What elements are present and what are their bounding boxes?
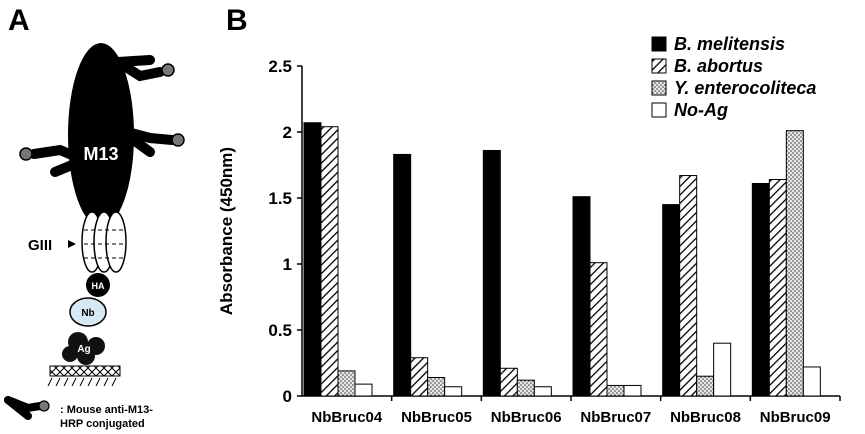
ha-label: HA: [92, 281, 105, 291]
bar-0-1: [320, 126, 339, 397]
bar-3-0: [572, 196, 591, 397]
nanobody: [69, 297, 107, 327]
ha-tag: [86, 273, 110, 297]
giii-pointer-icon: [68, 240, 76, 248]
x-tick-label: NbBruc09: [760, 409, 831, 426]
giii-label: GIII: [28, 237, 52, 254]
bar-0-0: [303, 122, 322, 397]
bar-1-3: [444, 386, 463, 397]
bar-4-1: [679, 175, 698, 397]
legend-swatch: [651, 36, 667, 52]
antibody-icon: [4, 396, 50, 420]
giii-protein: [81, 211, 127, 273]
panel-letter-b: B: [226, 4, 248, 37]
ag-label: Ag: [77, 344, 90, 355]
bar-5-1: [768, 179, 787, 397]
bar-4-0: [662, 204, 681, 397]
bar-2-2: [516, 379, 535, 397]
chart-axes: 0 0.5 1 1.5 2 2.5 Absorbance (450nm) NbBruc04 Nb…: [217, 57, 841, 426]
bar-0-3: [354, 383, 373, 397]
legend-label: No-Ag: [674, 100, 728, 120]
m13-label: M13: [83, 144, 118, 164]
panel-letter-a: A: [8, 4, 30, 37]
legend-text-line2: HRP conjugated: [60, 418, 145, 430]
y-tick-label: 0: [283, 387, 292, 406]
y-tick-label: 1: [283, 255, 292, 274]
bar-4-2: [696, 375, 715, 397]
y-tick-label: 2: [283, 123, 292, 142]
bar-2-1: [499, 367, 518, 397]
bar-1-1: [410, 357, 429, 397]
phage-display-diagram: M13 GIII HA Nb Ag : Mouse anti-M13- HRP …: [4, 43, 185, 430]
legend-label: Y. enterocoliteca: [674, 78, 816, 98]
antibody-icon: [113, 55, 175, 82]
m13-phage-body: [68, 43, 134, 227]
legend-text-line1: : Mouse anti-M13-: [60, 404, 153, 416]
chart-bars: [303, 122, 821, 397]
bar-1-2: [427, 377, 446, 397]
y-tick-label: 2.5: [268, 57, 292, 76]
bar-3-2: [606, 384, 625, 397]
bar-0-2: [337, 370, 356, 397]
y-axis-label: Absorbance (450nm): [217, 147, 236, 315]
bar-5-0: [751, 182, 770, 397]
legend-swatch: [651, 58, 667, 74]
bar-2-0: [482, 149, 501, 397]
legend-swatch: [651, 102, 667, 118]
bar-4-3: [713, 342, 732, 397]
bar-5-2: [785, 130, 804, 397]
x-tick-label: NbBruc04: [311, 409, 383, 426]
bar-3-3: [623, 384, 642, 397]
nb-label: Nb: [81, 308, 94, 319]
y-tick-label: 0.5: [268, 321, 292, 340]
bar-5-3: [802, 366, 821, 397]
x-tick-label: NbBruc08: [670, 409, 741, 426]
bar-3-1: [589, 262, 608, 397]
plate-surface: [47, 365, 121, 387]
bar-1-0: [393, 153, 412, 397]
legend-label: B. abortus: [674, 56, 763, 76]
x-tick-label: NbBruc05: [401, 409, 472, 426]
x-tick-label: NbBruc07: [580, 409, 651, 426]
legend-label: B. melitensis: [674, 34, 785, 54]
bar-2-3: [533, 386, 552, 397]
x-tick-label: NbBruc06: [491, 409, 562, 426]
legend-swatch: [651, 80, 667, 96]
antigen: [62, 332, 105, 365]
y-tick-label: 1.5: [268, 189, 292, 208]
